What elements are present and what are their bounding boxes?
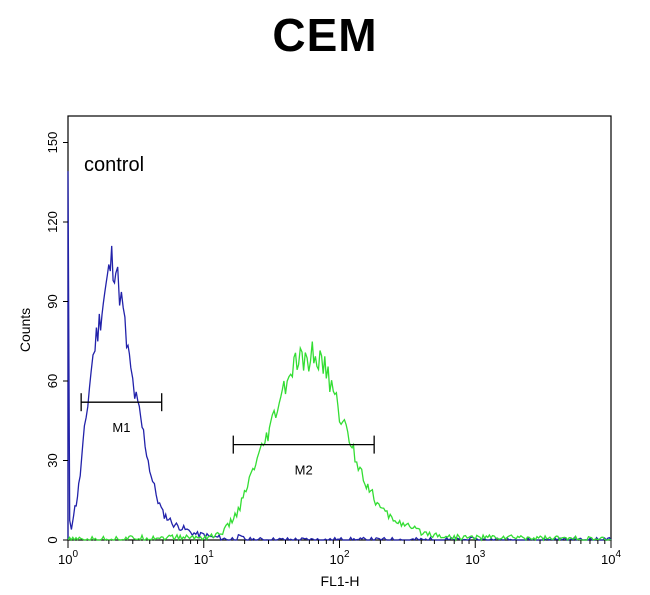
y-tick-label: 150	[45, 132, 60, 154]
y-axis: 0 30 60 90 120 150	[45, 132, 68, 544]
y-tick-label: 30	[45, 453, 60, 467]
x-tick-label: 102	[329, 549, 349, 567]
y-tick-label: 60	[45, 374, 60, 388]
gate-marker-m1: M1	[80, 393, 163, 435]
control-annotation: control	[84, 154, 144, 176]
series-layer	[67, 171, 612, 542]
x-axis: 100 101 102 103 104	[58, 540, 621, 567]
y-tick-label: 0	[45, 536, 60, 543]
y-tick-label: 90	[45, 294, 60, 308]
y-axis-label: Counts	[17, 308, 33, 352]
gate-label-m2: M2	[295, 463, 313, 478]
marker-layer: M1 M2	[80, 393, 375, 478]
histogram-series-2	[67, 341, 612, 542]
gate-marker-m2: M2	[232, 435, 375, 478]
x-axis-label: FL1-H	[321, 573, 360, 589]
chart-title: CEM	[272, 9, 378, 61]
y-tick-label: 120	[45, 211, 60, 233]
x-tick-label: 100	[58, 549, 78, 567]
x-tick-label: 103	[465, 549, 485, 567]
x-tick-label: 101	[194, 549, 214, 567]
x-tick-label: 104	[601, 549, 621, 567]
plot-frame	[67, 115, 612, 541]
histogram-series-1	[67, 171, 612, 542]
gate-label-m1: M1	[112, 420, 130, 435]
